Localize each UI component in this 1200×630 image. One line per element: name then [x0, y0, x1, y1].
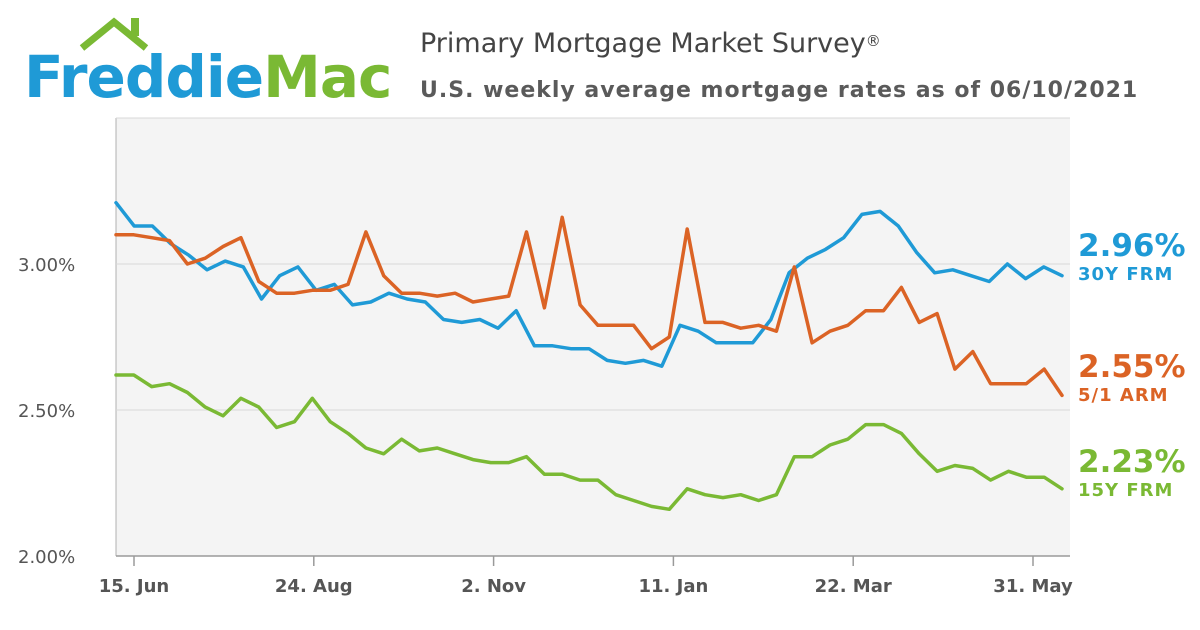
- chart-title: Primary Mortgage Market Survey®: [420, 28, 881, 59]
- label-30y-frm: 2.96% 30Y FRM: [1078, 228, 1186, 285]
- y-tick-label: 2.50%: [18, 401, 75, 422]
- plot-background: [116, 118, 1070, 556]
- x-tick-label: 31. May: [993, 576, 1073, 597]
- y-tick-label: 2.00%: [18, 547, 75, 568]
- series-name-15y-frm: 15Y FRM: [1078, 480, 1174, 501]
- y-tick-label: 3.00%: [18, 255, 75, 276]
- x-tick-label: 15. Jun: [99, 576, 169, 597]
- x-tick-label: 2. Nov: [461, 576, 526, 597]
- logo-word-mac: Mac: [263, 43, 392, 111]
- latest-value-30y-frm: 2.96%: [1078, 228, 1186, 264]
- x-axis-ticks: 15. Jun 24. Aug 2. Nov 11. Jan 22. Mar 31. Ma…: [99, 556, 1073, 597]
- chart-subtitle: U.S. weekly average mortgage rates as of…: [420, 78, 1139, 103]
- y-axis-tick-labels: 2.00% 2.50% 3.00%: [18, 255, 75, 568]
- logo-wordmark: FreddieMac: [24, 42, 392, 112]
- series-line-5-1-arm: [114, 215, 1064, 398]
- latest-value-15y-frm: 2.23%: [1078, 444, 1186, 480]
- x-tick-label: 24. Aug: [275, 576, 353, 597]
- logo-word-freddie: Freddie: [24, 43, 264, 111]
- x-tick-label: 22. Mar: [815, 576, 892, 597]
- freddie-mac-logo: FreddieMac: [18, 14, 392, 112]
- latest-value-5-1-arm: 2.55%: [1078, 349, 1186, 385]
- chart-title-text: Primary Mortgage Market Survey: [420, 28, 866, 59]
- series-line-15y-frm: [114, 373, 1064, 512]
- series-line-30y-frm: [114, 200, 1064, 368]
- house-roof-icon: [79, 17, 149, 51]
- series-name-30y-frm: 30Y FRM: [1078, 264, 1174, 285]
- registered-mark: ®: [865, 32, 881, 50]
- series-name-5-1-arm: 5/1 ARM: [1078, 385, 1169, 406]
- label-15y-frm: 2.23% 15Y FRM: [1078, 444, 1186, 501]
- label-5-1-arm: 2.55% 5/1 ARM: [1078, 349, 1186, 406]
- gridlines: [116, 117, 1070, 411]
- x-tick-label: 11. Jan: [638, 576, 708, 597]
- series-lines: [114, 200, 1064, 512]
